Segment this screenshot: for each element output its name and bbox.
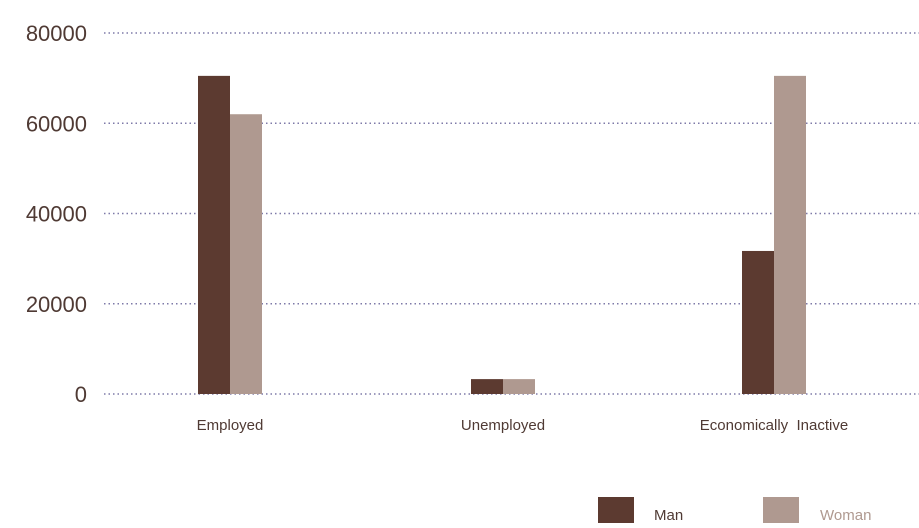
legend-label-man: Man: [654, 507, 683, 524]
legend: Man Woman: [598, 497, 871, 524]
legend-swatch-woman: [763, 497, 799, 523]
bar-woman-3: [774, 75, 806, 395]
bar-man-3: [742, 250, 774, 394]
y-tick-label: 60000: [26, 111, 87, 136]
bar-woman-2: [503, 379, 535, 394]
x-category-label: Economically Inactive: [700, 417, 848, 434]
bar-man-2: [471, 379, 503, 394]
bar-man-1: [198, 75, 230, 395]
legend-label-woman: Woman: [820, 507, 871, 524]
x-category-label: Unemployed: [461, 417, 545, 434]
y-tick-label: 20000: [26, 292, 87, 317]
bars: [198, 75, 806, 395]
x-category-label: Employed: [197, 417, 264, 434]
y-tick-label: 0: [75, 382, 87, 407]
legend-swatch-man: [598, 497, 634, 523]
y-axis-ticks: 0 20000 40000 60000 80000: [26, 21, 87, 407]
y-tick-label: 80000: [26, 21, 87, 46]
y-tick-label: 40000: [26, 202, 87, 227]
bar-woman-1: [230, 114, 262, 394]
x-axis-labels: Employed Unemployed Economically Inactive: [197, 417, 849, 434]
